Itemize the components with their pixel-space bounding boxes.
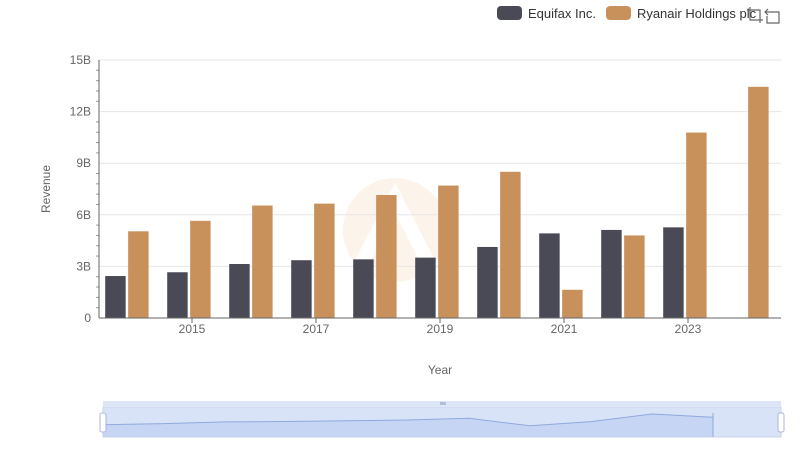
bar-equifax-2023[interactable] [663, 227, 684, 318]
bar-ryanair-2017[interactable] [314, 203, 335, 318]
chart-toolbox [746, 6, 782, 24]
x-axis-title: Year [428, 363, 452, 377]
bar-equifax-2017[interactable] [291, 260, 312, 318]
legend-swatch-equifax [497, 6, 522, 20]
legend-item-ryanair[interactable]: Ryanair Holdings plc [605, 5, 757, 21]
legend-label-ryanair: Ryanair Holdings plc [636, 5, 757, 21]
legend-label-equifax: Equifax Inc. [528, 5, 596, 21]
bar-equifax-2019[interactable] [415, 257, 436, 318]
legend-item-equifax[interactable]: Equifax Inc. [497, 6, 596, 21]
bar-equifax-2018[interactable] [353, 259, 374, 318]
y-tick-label: 9B [76, 156, 91, 170]
legend-swatch-ryanair [605, 6, 631, 20]
x-tick-label: 2019 [427, 322, 454, 336]
chart-legend: Equifax Inc. Ryanair Holdings plc [497, 4, 766, 22]
datazoom-preview-line [102, 413, 714, 427]
y-tick-label: 3B [76, 259, 91, 273]
bar-equifax-2022[interactable] [601, 229, 622, 318]
bar-ryanair-2022[interactable] [624, 235, 645, 318]
bar-ryanair-2016[interactable] [252, 205, 273, 318]
datazoom-preview-area [103, 414, 713, 437]
axes: 0 3B 6B 9B 12B 15B 2015 2017 2019 2021 2023 [70, 53, 781, 336]
x-tick-label: 2015 [179, 322, 206, 336]
datazoom-move-grip-icon[interactable] [440, 402, 446, 405]
bar-equifax-2015[interactable] [167, 272, 188, 318]
bar-ryanair-2014[interactable] [128, 231, 149, 318]
y-tick-label: 6B [76, 208, 91, 222]
y-tick-label: 15B [70, 53, 91, 67]
y-tick-label: 0 [84, 311, 91, 325]
bar-ryanair-2018[interactable] [376, 195, 397, 318]
bar-ryanair-2021[interactable] [562, 289, 583, 318]
bar-ryanair-2023[interactable] [686, 132, 707, 318]
zoom-icon[interactable] [746, 6, 764, 24]
x-tick-label: 2017 [303, 322, 330, 336]
y-axis-title: Revenue [39, 165, 53, 213]
datazoom-left-handle[interactable] [99, 412, 107, 433]
bar-ryanair-2020[interactable] [500, 171, 521, 318]
datazoom-right-handle[interactable] [777, 412, 785, 433]
bar-equifax-2014[interactable] [105, 276, 126, 318]
datazoom-slider[interactable] [99, 401, 785, 438]
x-tick-label: 2023 [675, 322, 702, 336]
y-tick-label: 12B [70, 105, 91, 119]
bar-equifax-2020[interactable] [477, 246, 498, 318]
bar-equifax-2021[interactable] [539, 233, 560, 318]
x-tick-label: 2021 [551, 322, 578, 336]
restore-icon[interactable] [764, 6, 782, 24]
bar-ryanair-2024[interactable] [748, 86, 769, 318]
bar-ryanair-2019[interactable] [438, 185, 459, 318]
bar-series [105, 86, 769, 318]
bar-equifax-2016[interactable] [229, 263, 250, 318]
bar-ryanair-2015[interactable] [190, 220, 211, 318]
